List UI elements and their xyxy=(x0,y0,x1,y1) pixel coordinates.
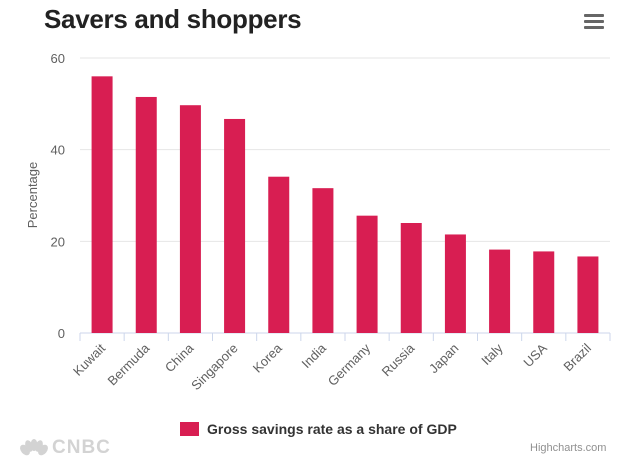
x-tick-label: Germany xyxy=(325,340,374,389)
bar-korea[interactable] xyxy=(268,176,290,333)
y-axis-ticks: 0 20 40 60 xyxy=(51,51,65,341)
bars xyxy=(91,76,599,333)
legend-swatch xyxy=(180,422,199,436)
bar-russia[interactable] xyxy=(400,223,422,333)
y-tick-label: 20 xyxy=(51,234,65,249)
x-tick-label: USA xyxy=(520,340,550,370)
x-tick-label: China xyxy=(162,340,197,375)
x-tick-label: Italy xyxy=(478,340,506,368)
cnbc-logo-text: CNBC xyxy=(52,437,111,458)
legend-label: Gross savings rate as a share of GDP xyxy=(207,421,457,437)
chart-title: Savers and shoppers xyxy=(44,4,302,34)
x-tick-label: Japan xyxy=(426,341,462,377)
bar-japan[interactable] xyxy=(444,234,466,333)
y-tick-label: 60 xyxy=(51,51,65,66)
bar-italy[interactable] xyxy=(489,249,511,333)
legend[interactable]: Gross savings rate as a share of GDP xyxy=(180,421,457,437)
x-tick-label: Russia xyxy=(379,340,418,379)
bar-brazil[interactable] xyxy=(577,256,599,333)
bar-china[interactable] xyxy=(179,105,201,333)
hamburger-menu-icon[interactable] xyxy=(584,14,606,32)
bar-usa[interactable] xyxy=(533,251,555,333)
grid-lines xyxy=(80,57,610,334)
x-tick-label: Korea xyxy=(250,340,286,376)
bar-india[interactable] xyxy=(312,188,334,333)
y-axis-title: Percentage xyxy=(25,162,40,229)
bar-germany[interactable] xyxy=(356,215,378,333)
y-tick-label: 0 xyxy=(58,326,65,341)
x-tick-label: Singapore xyxy=(188,341,241,394)
x-tick-label: Brazil xyxy=(560,340,594,374)
x-tick-label: Bermuda xyxy=(104,340,152,388)
x-tick-label: India xyxy=(298,340,329,371)
cnbc-logo: CNBC xyxy=(20,437,111,459)
peacock-icon xyxy=(20,439,48,456)
x-tick-label: Kuwait xyxy=(70,340,108,378)
menu-line xyxy=(584,20,604,23)
bar-kuwait[interactable] xyxy=(91,76,113,333)
highcharts-credits[interactable]: Highcharts.com xyxy=(530,442,607,454)
bar-singapore[interactable] xyxy=(224,118,246,333)
menu-line xyxy=(584,26,604,29)
bar-bermuda[interactable] xyxy=(135,96,157,333)
y-tick-label: 40 xyxy=(51,143,65,158)
menu-line xyxy=(584,14,604,17)
